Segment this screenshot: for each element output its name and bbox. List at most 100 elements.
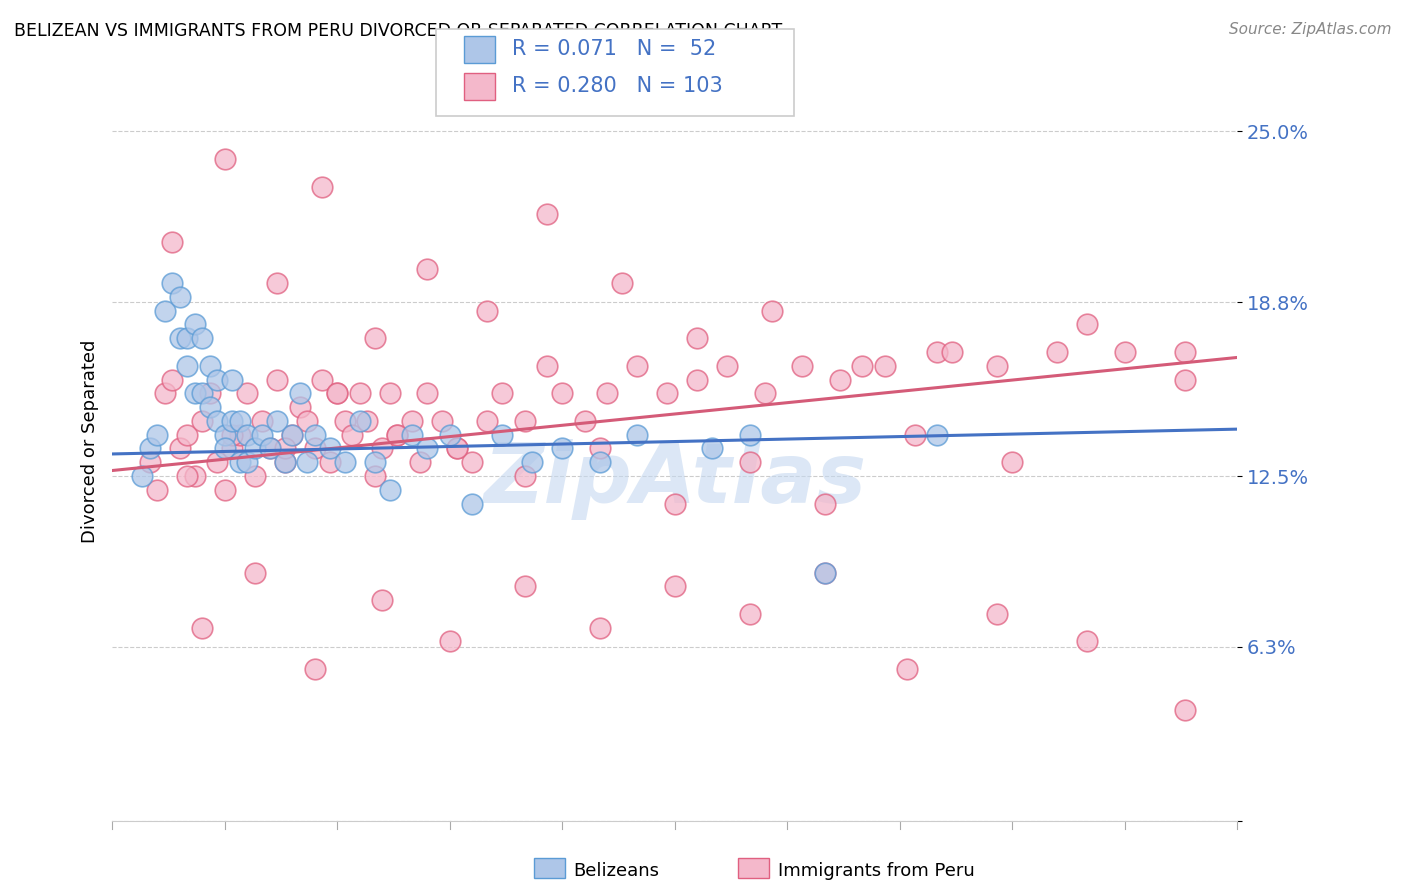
Point xyxy=(686,372,709,386)
Point xyxy=(626,359,648,373)
Point xyxy=(207,414,229,428)
Point xyxy=(574,414,596,428)
Point xyxy=(297,414,319,428)
Point xyxy=(281,427,304,442)
Point xyxy=(738,427,761,442)
Point xyxy=(229,414,252,428)
Point xyxy=(716,359,738,373)
Point xyxy=(686,331,709,345)
Point xyxy=(536,207,558,221)
Point xyxy=(461,455,484,469)
Point xyxy=(169,290,191,304)
Point xyxy=(207,372,229,386)
Point xyxy=(896,662,918,676)
Point xyxy=(439,634,461,648)
Point xyxy=(401,414,423,428)
Point xyxy=(162,276,184,290)
Point xyxy=(371,442,394,456)
Point xyxy=(761,303,783,318)
Point xyxy=(416,386,439,401)
Point xyxy=(927,345,949,359)
Point xyxy=(551,386,574,401)
Point xyxy=(131,469,153,483)
Point xyxy=(281,427,304,442)
Point xyxy=(266,414,288,428)
Point xyxy=(1076,634,1098,648)
Point xyxy=(596,386,619,401)
Text: R = 0.071   N =  52: R = 0.071 N = 52 xyxy=(512,39,716,60)
Point xyxy=(626,427,648,442)
Point xyxy=(153,303,176,318)
Point xyxy=(236,427,259,442)
Point xyxy=(243,566,266,580)
Point xyxy=(311,179,333,194)
Point xyxy=(221,427,243,442)
Point xyxy=(1114,345,1136,359)
Point xyxy=(589,442,612,456)
Point xyxy=(274,455,297,469)
Point xyxy=(814,497,837,511)
Point xyxy=(401,427,423,442)
Point xyxy=(342,427,364,442)
Point xyxy=(236,386,259,401)
Point xyxy=(349,414,371,428)
Point xyxy=(941,345,963,359)
Point xyxy=(252,427,274,442)
Point xyxy=(387,427,409,442)
Point xyxy=(146,427,169,442)
Point xyxy=(371,593,394,607)
Point xyxy=(274,442,297,456)
Point xyxy=(1076,318,1098,332)
Point xyxy=(266,276,288,290)
Point xyxy=(169,442,191,456)
Point xyxy=(536,359,558,373)
Point xyxy=(873,359,896,373)
Text: Source: ZipAtlas.com: Source: ZipAtlas.com xyxy=(1229,22,1392,37)
Point xyxy=(1174,703,1197,717)
Point xyxy=(657,386,679,401)
Point xyxy=(319,442,342,456)
Point xyxy=(259,442,281,456)
Point xyxy=(333,414,356,428)
Point xyxy=(221,414,243,428)
Point xyxy=(814,566,837,580)
Point xyxy=(446,442,468,456)
Point xyxy=(191,331,214,345)
Point xyxy=(229,427,252,442)
Point xyxy=(311,372,333,386)
Point xyxy=(304,662,326,676)
Point xyxy=(416,442,439,456)
Text: Belizeans: Belizeans xyxy=(574,863,659,880)
Point xyxy=(439,427,461,442)
Text: R = 0.280   N = 103: R = 0.280 N = 103 xyxy=(512,77,723,96)
Point xyxy=(198,386,221,401)
Point xyxy=(333,455,356,469)
Point xyxy=(304,427,326,442)
Point xyxy=(221,442,243,456)
Point xyxy=(364,469,387,483)
Point xyxy=(513,579,536,593)
Point xyxy=(612,276,634,290)
Point xyxy=(214,442,236,456)
Point xyxy=(828,372,851,386)
Point xyxy=(356,414,378,428)
Point xyxy=(288,400,311,414)
Point xyxy=(266,372,288,386)
Point xyxy=(214,427,236,442)
Text: Immigrants from Peru: Immigrants from Peru xyxy=(778,863,974,880)
Point xyxy=(349,386,371,401)
Point xyxy=(184,386,207,401)
Point xyxy=(243,442,266,456)
Point xyxy=(198,359,221,373)
Point xyxy=(139,455,162,469)
Point xyxy=(387,427,409,442)
Point xyxy=(477,303,499,318)
Text: BELIZEAN VS IMMIGRANTS FROM PERU DIVORCED OR SEPARATED CORRELATION CHART: BELIZEAN VS IMMIGRANTS FROM PERU DIVORCE… xyxy=(14,22,782,40)
Point xyxy=(904,427,927,442)
Point xyxy=(319,455,342,469)
Point xyxy=(551,442,574,456)
Point xyxy=(491,386,513,401)
Point xyxy=(176,359,198,373)
Point xyxy=(326,386,349,401)
Point xyxy=(446,442,468,456)
